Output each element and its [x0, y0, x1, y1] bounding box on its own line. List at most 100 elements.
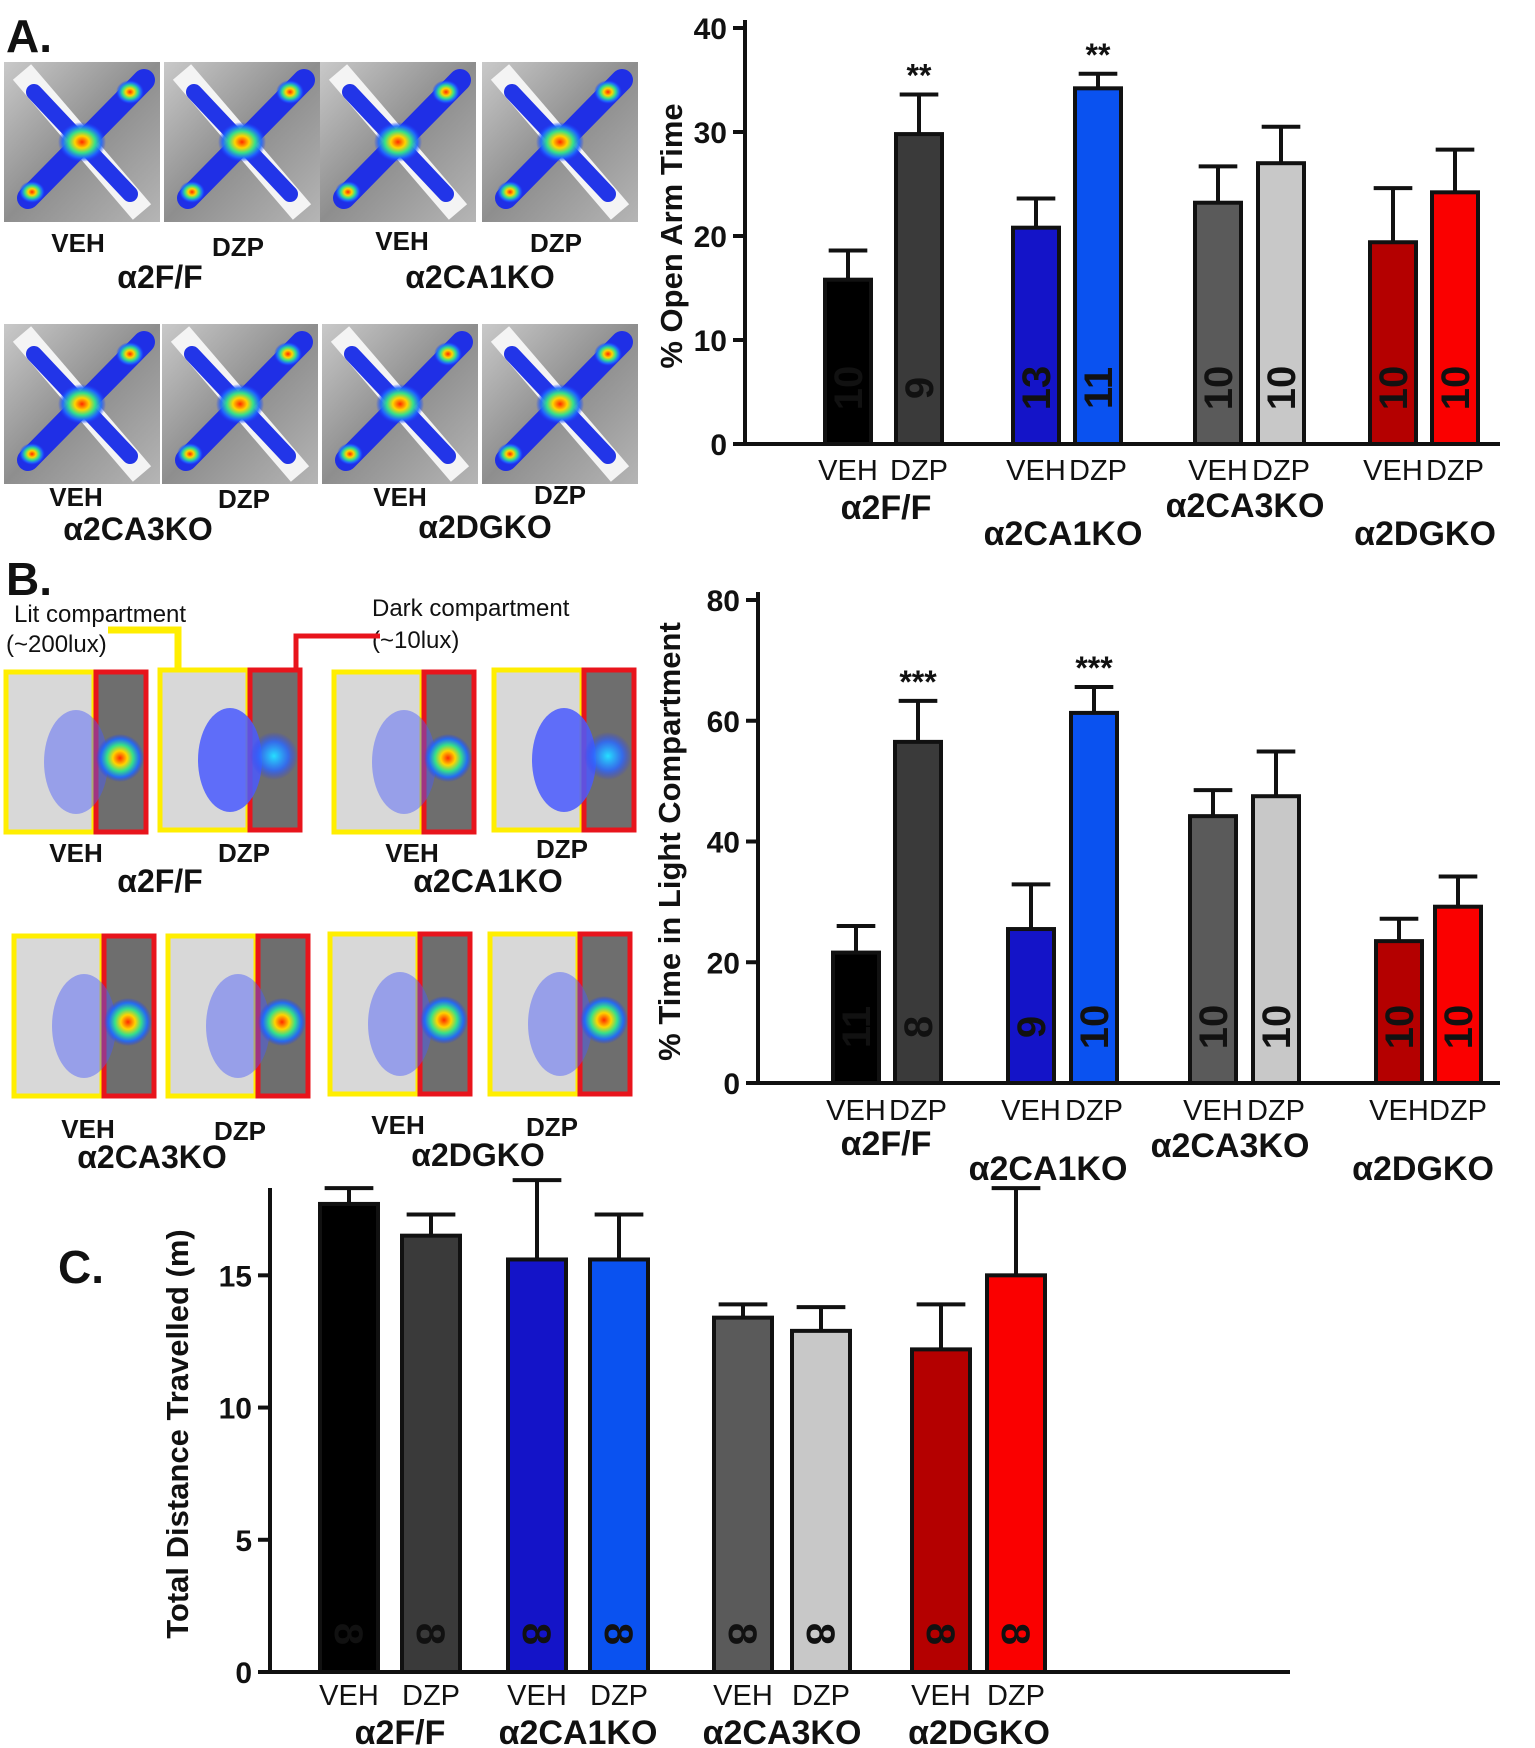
y-tick-label: 40 — [694, 13, 727, 46]
x-tick-label: VEH — [826, 1095, 886, 1127]
maze-center-hotspot — [218, 122, 266, 162]
y-tick-label: 60 — [707, 706, 740, 739]
bar — [712, 1315, 774, 1674]
lit-side-heat — [372, 710, 436, 814]
panel-label-a: A. — [6, 10, 52, 62]
thumb-label-veh: VEH — [371, 1110, 424, 1140]
bar — [1433, 904, 1483, 1086]
dark-compartment-label: Dark compartment — [372, 595, 570, 622]
y-axis-label: Total Distance Travelled (m) — [160, 1229, 195, 1638]
maze-heatmap-grid — [4, 62, 638, 484]
maze-arm-hotspot — [335, 181, 361, 203]
thumb-label-dzp: DZP — [218, 484, 270, 514]
significance-marker: ** — [1086, 37, 1111, 73]
thumb-genotype-label: α2F/F — [117, 863, 202, 899]
light-dark-heatmap-tile — [327, 931, 473, 1097]
sample-size-label: 10 — [1197, 366, 1241, 411]
sample-size-label: 10 — [1255, 1005, 1299, 1050]
maze-heatmap-tile — [4, 324, 160, 484]
x-tick-label: DZP — [1252, 455, 1310, 487]
y-tick-label: 0 — [723, 1068, 740, 1101]
maze-center-hotspot — [58, 384, 106, 424]
lit-side-heat — [532, 708, 596, 812]
lit-compartment-lux: (~200lux) — [6, 631, 107, 658]
sample-size-label: 11 — [835, 1006, 879, 1048]
maze-arm-hotspot — [337, 443, 363, 465]
bar — [1256, 161, 1306, 446]
maze-arm-hotspot — [276, 80, 304, 104]
x-tick-label: DZP — [590, 1680, 648, 1712]
bar — [1011, 225, 1061, 446]
significance-marker: *** — [899, 664, 937, 700]
maze-arm-hotspot — [179, 181, 205, 203]
thumb-label-veh: VEH — [385, 838, 438, 868]
y-tick-label: 30 — [694, 117, 727, 150]
sample-size-label: 10 — [1073, 1005, 1117, 1050]
y-tick-label: 0 — [235, 1657, 252, 1690]
maze-heatmap-labels: VEH DZP VEH DZP α2F/F α2CA1KO VEH DZP VE… — [49, 226, 586, 547]
light-dark-heatmap-tile — [157, 667, 303, 833]
group-label: α2DGKO — [908, 1714, 1050, 1748]
sample-size-label: 13 — [1015, 366, 1059, 411]
significance-marker: *** — [1075, 650, 1113, 686]
bar — [1193, 200, 1243, 446]
sample-size-label: 11 — [1077, 367, 1121, 409]
sample-size-label: 8 — [897, 1016, 941, 1038]
lit-side-heat — [528, 972, 592, 1076]
thumb-label-dzp: DZP — [534, 480, 586, 510]
x-tick-label: VEH — [713, 1680, 773, 1712]
thumb-label-veh: VEH — [51, 228, 104, 258]
dark-side-hotspot — [420, 996, 468, 1044]
panel-label-c: C. — [58, 1241, 104, 1293]
lit-side-heat — [52, 974, 116, 1078]
x-tick-label: VEH — [1369, 1095, 1429, 1127]
sample-size-label: 10 — [1434, 366, 1478, 411]
maze-arm-hotspot — [177, 443, 203, 465]
panel-label-b: B. — [6, 553, 52, 605]
dark-side-hotspot — [424, 734, 472, 782]
maze-arm-hotspot — [434, 342, 462, 366]
group-label: α2F/F — [841, 1125, 932, 1163]
dark-side-hotspot — [104, 998, 152, 1046]
maze-arm-hotspot — [116, 342, 144, 366]
sample-size-label: 10 — [827, 366, 871, 411]
thumb-genotype-label: α2F/F — [117, 259, 202, 295]
sample-size-label: 10 — [1192, 1005, 1236, 1050]
bar — [894, 132, 944, 447]
lit-side-heat — [368, 972, 432, 1076]
x-tick-label: VEH — [1001, 1095, 1061, 1127]
sample-size-label: 8 — [514, 1623, 558, 1645]
y-tick-label: 10 — [219, 1393, 252, 1426]
maze-center-hotspot — [374, 122, 422, 162]
lit-compartment-box — [487, 931, 581, 1097]
x-tick-label: VEH — [1363, 455, 1423, 487]
thumb-label-veh: VEH — [49, 482, 102, 512]
bar — [910, 1347, 972, 1675]
bar — [1006, 927, 1056, 1086]
thumb-label-dzp: DZP — [214, 1116, 266, 1146]
light-dark-heatmap-grid — [3, 667, 637, 1099]
light-dark-heatmap-tile — [491, 667, 637, 833]
lit-pointer-line — [108, 626, 182, 672]
thumb-genotype-label: α2CA1KO — [413, 863, 562, 899]
thumb-genotype-label: α2CA3KO — [63, 511, 212, 547]
maze-heatmap-tile — [4, 62, 160, 222]
thumb-label-veh: VEH — [373, 482, 426, 512]
sample-size-label: 8 — [720, 1623, 764, 1645]
thumb-label-veh: VEH — [49, 838, 102, 868]
light-compartment-time-chart: 0 20 40 60 80 % Time in Light Compartment 11 VE… — [652, 585, 1500, 1188]
group-label: α2CA3KO — [1151, 1127, 1310, 1165]
sample-size-label: 8 — [596, 1623, 640, 1645]
maze-heatmap-tile — [482, 324, 638, 484]
maze-center-hotspot — [536, 122, 584, 162]
maze-center-hotspot — [58, 122, 106, 162]
sample-size-label: 8 — [918, 1623, 962, 1645]
y-tick-label: 40 — [707, 827, 740, 860]
light-dark-heatmap-tile — [165, 933, 311, 1099]
light-dark-heatmap-tile — [11, 933, 157, 1099]
group-label: α2CA1KO — [499, 1714, 658, 1748]
light-dark-heatmap-tile — [3, 669, 149, 835]
y-axis-label: % Time in Light Compartment — [652, 622, 687, 1061]
thumb-genotype-label: α2DGKO — [418, 509, 551, 545]
